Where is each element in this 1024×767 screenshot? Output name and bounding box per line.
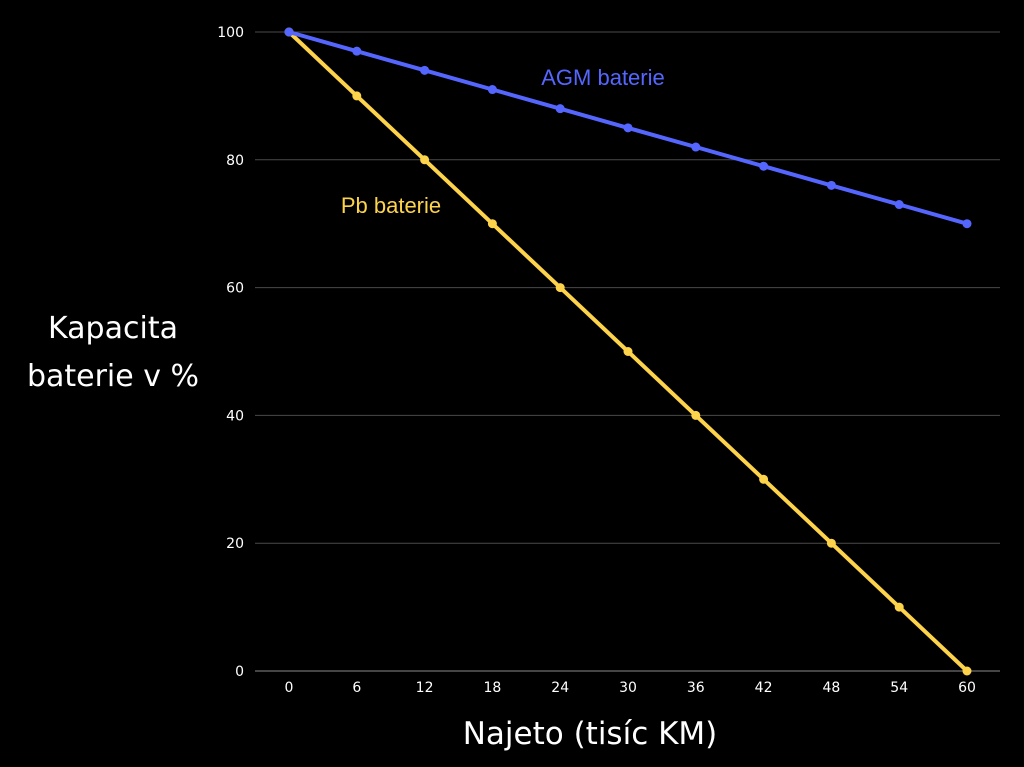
data-point-pb-baterie [894, 602, 904, 612]
data-point-pb-baterie [555, 283, 565, 293]
y-axis-ticks: 0 20 40 60 80 100 [217, 25, 244, 680]
x-tick-label: 54 [890, 680, 908, 696]
y-axis-label-line-2: baterie v % [27, 359, 199, 394]
x-axis-ticks: 0 6 12 18 24 30 36 42 48 54 60 [285, 680, 976, 696]
data-point-agm-baterie [962, 219, 972, 229]
data-point-pb-baterie [352, 91, 362, 101]
x-tick-label: 36 [687, 680, 705, 696]
data-point-agm-baterie [555, 104, 565, 114]
data-point-agm-baterie [487, 85, 497, 95]
series-label-pb: Pb baterie [341, 193, 441, 218]
x-tick-label: 24 [551, 680, 569, 696]
data-point-agm-baterie [352, 46, 362, 56]
series-pb-baterie [284, 27, 972, 676]
x-tick-label: 30 [619, 680, 637, 696]
data-point-agm-baterie [759, 161, 769, 171]
data-point-pb-baterie [826, 538, 836, 548]
data-point-agm-baterie [826, 180, 836, 190]
series-agm-baterie [284, 27, 972, 229]
x-axis-label: Najeto (tisíc KM) [463, 716, 718, 752]
data-point-agm-baterie [284, 27, 294, 37]
data-point-pb-baterie [420, 155, 430, 165]
x-tick-label: 42 [755, 680, 773, 696]
y-tick-label: 60 [226, 281, 244, 297]
series-group [284, 27, 972, 676]
data-point-pb-baterie [623, 347, 633, 356]
data-point-agm-baterie [894, 200, 904, 210]
data-point-pb-baterie [962, 666, 972, 676]
series-label-agm: AGM baterie [541, 65, 665, 90]
data-point-pb-baterie [759, 474, 769, 484]
data-point-agm-baterie [420, 65, 430, 75]
x-tick-label: 6 [352, 680, 361, 696]
y-tick-label: 80 [226, 153, 244, 169]
y-tick-label: 100 [217, 25, 244, 41]
data-point-agm-baterie [691, 142, 701, 152]
grid-lines [255, 31, 1000, 672]
x-tick-label: 12 [416, 680, 434, 696]
x-tick-label: 48 [822, 680, 840, 696]
x-tick-label: 0 [285, 680, 294, 696]
y-axis-label-line-1: Kapacita [48, 311, 178, 346]
y-tick-label: 0 [235, 664, 244, 680]
x-tick-label: 60 [958, 680, 976, 696]
y-tick-label: 40 [226, 408, 244, 424]
x-tick-label: 18 [483, 680, 501, 696]
data-point-pb-baterie [487, 219, 497, 229]
y-tick-label: 20 [226, 536, 244, 552]
data-point-agm-baterie [623, 123, 633, 133]
data-point-pb-baterie [691, 410, 701, 420]
